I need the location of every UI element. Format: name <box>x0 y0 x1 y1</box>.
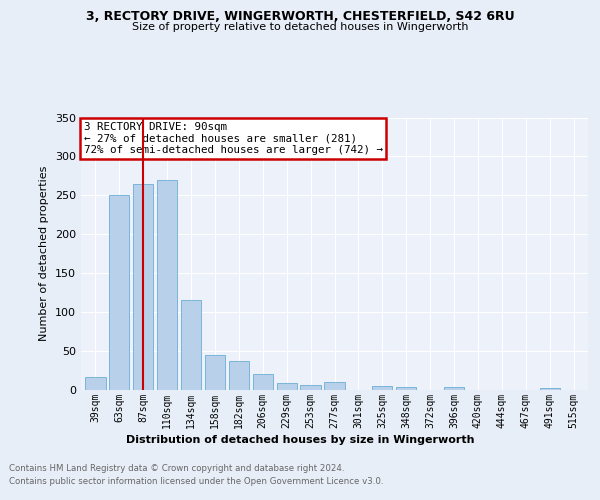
Bar <box>253 374 273 390</box>
Bar <box>325 382 344 390</box>
Bar <box>396 387 416 390</box>
Text: 3, RECTORY DRIVE, WINGERWORTH, CHESTERFIELD, S42 6RU: 3, RECTORY DRIVE, WINGERWORTH, CHESTERFI… <box>86 10 514 23</box>
Bar <box>157 180 177 390</box>
Text: Contains public sector information licensed under the Open Government Licence v3: Contains public sector information licen… <box>9 477 383 486</box>
Bar <box>229 361 249 390</box>
Text: Contains HM Land Registry data © Crown copyright and database right 2024.: Contains HM Land Registry data © Crown c… <box>9 464 344 473</box>
Bar <box>372 386 392 390</box>
Bar <box>181 300 201 390</box>
Bar <box>539 388 560 390</box>
Text: Size of property relative to detached houses in Wingerworth: Size of property relative to detached ho… <box>132 22 468 32</box>
Bar <box>85 377 106 390</box>
Text: 3 RECTORY DRIVE: 90sqm
← 27% of detached houses are smaller (281)
72% of semi-de: 3 RECTORY DRIVE: 90sqm ← 27% of detached… <box>83 122 383 155</box>
Bar <box>205 355 225 390</box>
Bar <box>301 386 321 390</box>
Bar <box>109 196 130 390</box>
Y-axis label: Number of detached properties: Number of detached properties <box>40 166 49 342</box>
Bar <box>133 184 154 390</box>
Bar <box>444 387 464 390</box>
Bar <box>277 383 297 390</box>
Text: Distribution of detached houses by size in Wingerworth: Distribution of detached houses by size … <box>126 435 474 445</box>
